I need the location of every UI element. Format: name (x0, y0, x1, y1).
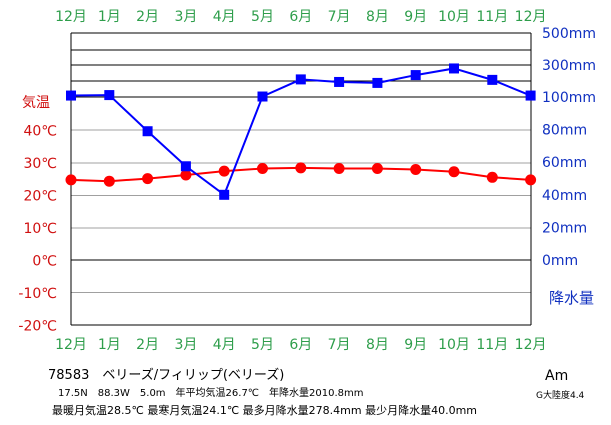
temperature-point (65, 174, 77, 186)
precipitation-tick: 100mm (542, 90, 596, 106)
precipitation-point (295, 74, 306, 85)
month-label: 12月 (515, 9, 547, 25)
month-label: 7月 (328, 337, 351, 353)
temperature-point (448, 166, 460, 178)
month-label: 9月 (404, 9, 427, 25)
temperature-point (525, 174, 537, 186)
temperature-tick: 0℃ (32, 254, 57, 270)
precipitation-point (219, 189, 230, 200)
top-month-labels: 12月 1月 2月 3月 4月 5月 6月 7月 8月 9月 10月 11月 12月 (55, 9, 546, 25)
temperature-point (371, 163, 383, 175)
temperature-point (103, 175, 115, 187)
precipitation-tick: 60mm (542, 155, 587, 171)
precipitation-point (180, 161, 191, 172)
month-label: 6月 (289, 9, 312, 25)
precipitation-tick: 40mm (542, 188, 587, 204)
month-label: 1月 (98, 337, 121, 353)
temperature-point (142, 173, 154, 185)
precipitation-point (525, 90, 536, 101)
month-label: 12月 (55, 337, 87, 353)
temperature-tick: -20℃ (18, 319, 57, 335)
station-extremes: 最暖月気温28.5℃ 最寒月気温24.1℃ 最多月降水量278.4mm 最少月降… (52, 404, 478, 417)
month-label: 10月 (438, 9, 470, 25)
month-label: 4月 (213, 337, 236, 353)
month-label: 7月 (328, 9, 351, 25)
month-label: 11月 (476, 337, 508, 353)
month-label: 10月 (438, 337, 470, 353)
temperature-tick: -10℃ (18, 286, 57, 302)
precipitation-point (410, 70, 421, 81)
precipitation-tick: 500mm (542, 26, 596, 42)
month-label: 6月 (289, 337, 312, 353)
temperature-tick: 20℃ (23, 189, 57, 205)
precipitation-point (66, 90, 76, 101)
month-label: 8月 (366, 337, 389, 353)
station-details: 17.5N 88.3W 5.0m 年平均気温26.7℃ 年降水量2010.8mm (58, 388, 364, 399)
month-label: 8月 (366, 9, 389, 25)
month-label: 2月 (136, 337, 159, 353)
month-label: 11月 (476, 9, 508, 25)
precipitation-point (372, 77, 383, 88)
temperature-point (257, 163, 268, 175)
bottom-month-labels: 12月 1月 2月 3月 4月 5月 6月 7月 8月 9月 10月 11月 12月 (55, 337, 546, 353)
month-label: 1月 (98, 9, 121, 25)
precipitation-tick: 300mm (542, 58, 596, 74)
temperature-point (295, 162, 307, 174)
temperature-point (218, 165, 230, 177)
temperature-tick: 30℃ (23, 156, 57, 172)
precipitation-tick: 0mm (542, 253, 578, 269)
temperature-point (410, 164, 422, 175)
precipitation-line (70, 67, 531, 197)
precipitation-point (104, 90, 115, 101)
temperature-tick: 40℃ (23, 124, 57, 140)
precipitation-tick: 80mm (542, 123, 587, 139)
temperature-point (486, 171, 498, 183)
precipitation-point (449, 63, 459, 74)
month-label: 12月 (55, 9, 87, 25)
precipitation-tick: 20mm (542, 220, 587, 236)
precipitation-point (487, 74, 498, 85)
month-label: 3月 (174, 337, 197, 353)
climate-classification: Am (545, 368, 569, 384)
temperature-tick: 10℃ (23, 221, 57, 237)
month-label: 5月 (251, 9, 274, 25)
month-label: 12月 (515, 337, 547, 353)
precipitation-axis-label: 降水量 (549, 289, 594, 307)
month-label: 3月 (174, 9, 197, 25)
month-label: 4月 (213, 9, 236, 25)
month-label: 2月 (136, 9, 159, 25)
station-name: 78583 ベリーズ/フィリップ(ベリーズ) (48, 368, 285, 383)
continentality-index: G大陸度4.4 (536, 391, 585, 401)
data-series (65, 63, 537, 200)
temperature-point (180, 169, 192, 181)
month-label: 5月 (251, 337, 274, 353)
month-label: 9月 (404, 337, 427, 353)
precipitation-point (334, 76, 345, 87)
temperature-axis-label: 気温 (22, 95, 50, 111)
temperature-tick-labels: 40℃ 30℃ 20℃ 10℃ 0℃ -10℃ -20℃ (18, 124, 57, 335)
temperature-point (333, 163, 345, 175)
precipitation-tick-labels: 500mm 300mm 100mm 80mm 60mm 40mm 20mm 0mm (542, 26, 596, 269)
precipitation-point (257, 91, 268, 102)
precipitation-point (142, 126, 153, 137)
